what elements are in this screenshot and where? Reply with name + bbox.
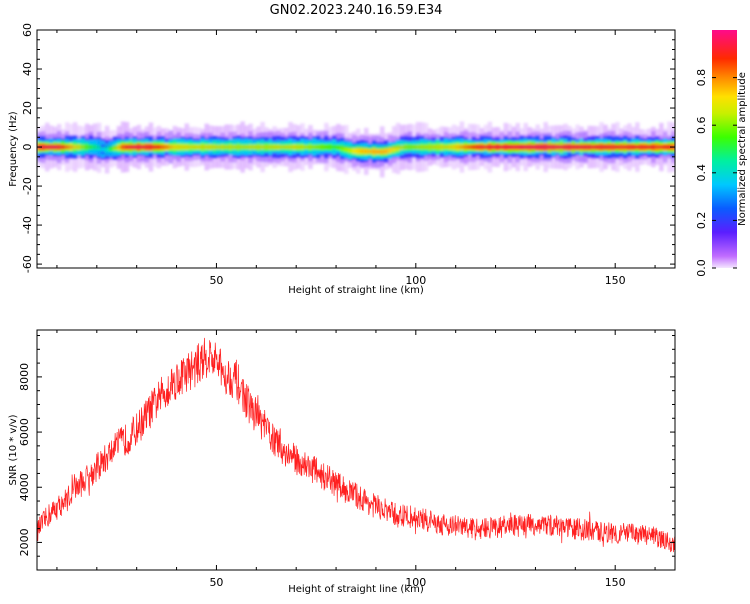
spectrogram-cell [348,149,353,152]
snr-y-tick-label: 8000 [18,363,31,391]
spectrogram-cell [359,149,365,154]
spectrogram-y-tick-label: 60 [21,23,34,37]
colorbar: 0.0 0.2 0.4 0.6 0.8 Normalized spectral ampl… [695,30,748,277]
spectrogram-cell [112,146,118,151]
spectrogram-band [37,121,675,178]
spectrogram-x-label: Height of straight line (km) [288,285,424,296]
spectrogram-cell [379,150,385,154]
spectrogram-frame [36,29,676,269]
snr-series-line [37,337,675,555]
snr-panel: 50 100 150 2000 4000 6000 8000 Height of strai… [8,329,676,595]
spectrogram-x-tick-label: 150 [605,274,626,287]
snr-x-tick-label: 100 [405,576,426,589]
colorbar-ticks: 0.0 0.2 0.4 0.6 0.8 [695,69,737,277]
snr-x-tick-label: 50 [209,576,223,589]
snr-ticks: 50 100 150 2000 4000 6000 8000 [18,330,675,589]
spectrogram-cell [387,148,393,153]
colorbar-tick-label: 0.0 [695,259,708,277]
spectrogram-cell [367,149,373,154]
spectrogram-cell [356,149,361,153]
spectrogram-cell [391,147,397,152]
spectrogram-cell [96,145,102,150]
spectrogram-cell [340,146,345,151]
spectrogram-cell [352,148,357,154]
snr-y-tick-label: 4000 [18,473,31,501]
spectrogram-x-tick-label: 100 [405,274,426,287]
spectrogram-cell [375,149,381,154]
spectrogram-cell [100,147,106,151]
spectrogram-y-tick-label: 0 [21,144,34,151]
colorbar-tick-label: 0.6 [695,116,708,134]
spectrogram-cell [116,145,122,150]
snr-x-tick-label: 150 [605,576,626,589]
colorbar-scale [712,30,737,268]
spectrogram-cell [399,145,405,150]
snr-plot-area [37,330,675,570]
spectrogram-cell [383,149,389,154]
snr-frame [36,329,676,571]
snr-y-tick-label: 6000 [18,418,31,446]
spectrogram-ticks: 50 100 150 60 40 20 0 -20 -40 -60 [21,23,675,287]
spectrogram-cell [395,146,401,151]
spectrogram-y-label: Frequency (Hz) [8,111,19,187]
colorbar-tick-label: 0.8 [695,69,708,87]
spectrogram-cell [108,146,114,151]
spectrogram-y-tick-label: -20 [21,177,34,195]
spectrogram-y-tick-label: -60 [21,255,34,273]
spectrogram-cell [363,149,369,154]
figure-title: GN02.2023.240.16.59.E34 [270,3,443,18]
colorbar-tick-label: 0.2 [695,212,708,230]
spectrogram-y-tick-label: 20 [21,101,34,115]
snr-x-label: Height of straight line (km) [288,584,424,595]
colorbar-label: Normalized spectral amplitude [737,72,748,226]
snr-y-tick-label: 2000 [18,528,31,556]
spectrogram-y-tick-label: 40 [21,62,34,76]
spectrogram-x-tick-label: 50 [209,274,223,287]
spectrogram-panel: 50 100 150 60 40 20 0 -20 -40 -60 Height of strai… [8,23,676,296]
spectrogram-cell [336,145,341,150]
spectrogram-cell [344,148,349,151]
spectrogram-cell [104,147,110,152]
colorbar-tick-label: 0.4 [695,164,708,182]
spectrogram-y-tick-label: -40 [21,216,34,234]
snr-y-label: SNR (10 * v/v) [8,414,19,485]
spectrogram-cell [371,149,377,154]
